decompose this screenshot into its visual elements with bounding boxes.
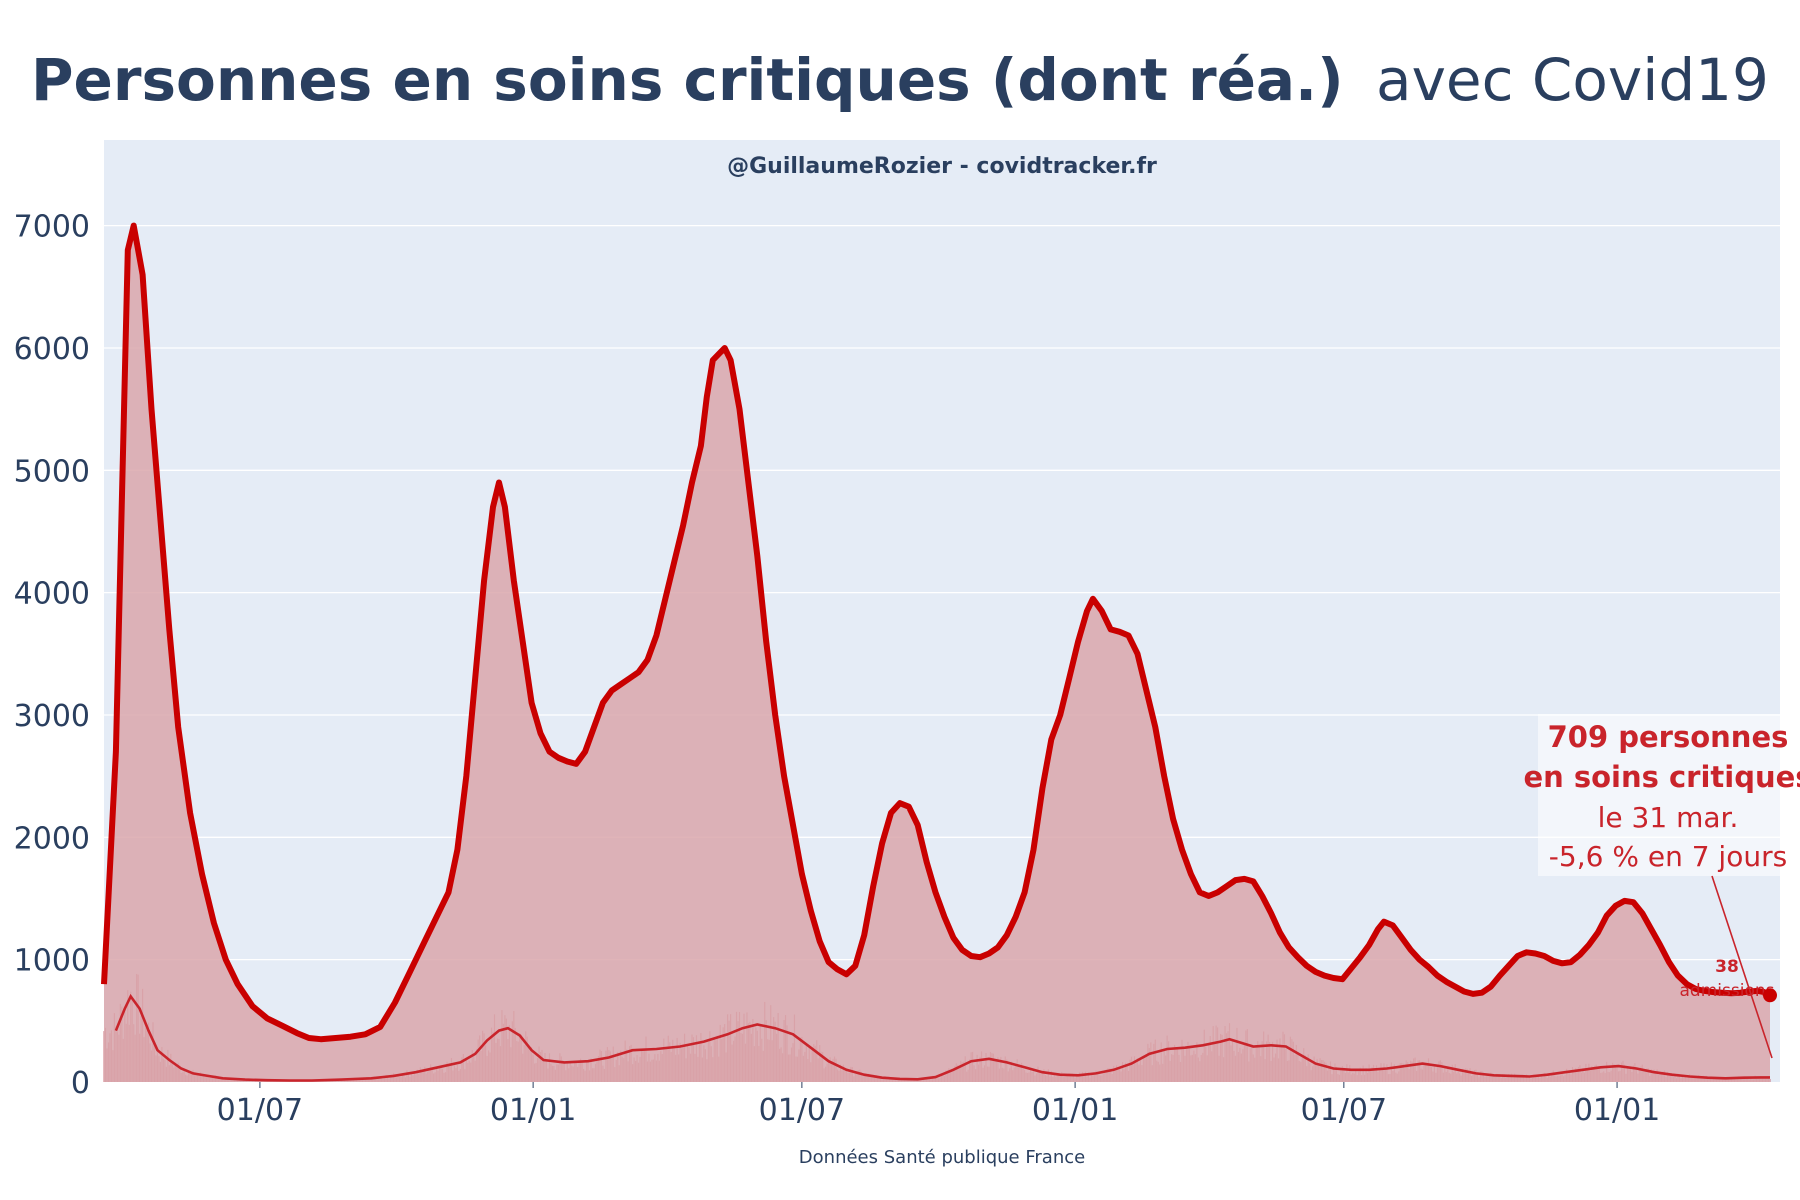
y-axis: 0 1000 2000 3000 4000 5000 6000 7000 bbox=[14, 210, 90, 1101]
lines-layer bbox=[101, 222, 1772, 1082]
x-tick-label: 01/07 bbox=[759, 1093, 845, 1128]
last-value-marker bbox=[1763, 988, 1777, 1003]
admissions-line bbox=[114, 993, 1770, 1082]
annotation-arrow bbox=[1711, 875, 1773, 1059]
critical-care-line bbox=[101, 222, 1772, 1043]
source-note: Données Santé publique France bbox=[799, 1147, 1085, 1168]
chart-title-bold: Personnes en soins critiques (dont réa.) bbox=[31, 46, 1344, 114]
y-tick-label: 7000 bbox=[14, 210, 90, 245]
annotation-change: -5,6 % en 7 jours bbox=[1549, 840, 1787, 873]
annotation-line2: en soins critiques bbox=[1523, 760, 1800, 794]
annotation-date: le 31 mar. bbox=[1598, 801, 1739, 834]
annotations: 709 personnes en soins critiques le 31 m… bbox=[1523, 714, 1800, 1059]
x-tick-label: 01/01 bbox=[1032, 1093, 1118, 1128]
x-tick-label: 01/01 bbox=[490, 1093, 576, 1128]
chart-title: Personnes en soins critiques (dont réa.)… bbox=[31, 46, 1769, 114]
y-tick-label: 2000 bbox=[14, 821, 90, 856]
area-layer bbox=[104, 225, 1770, 1083]
main-annotation-box bbox=[1538, 714, 1800, 876]
x-tick-label: 01/07 bbox=[217, 1093, 303, 1128]
y-tick-label: 5000 bbox=[14, 454, 90, 489]
y-tick-label: 3000 bbox=[14, 699, 90, 734]
y-tick-label: 4000 bbox=[14, 577, 90, 612]
y-tick-label: 1000 bbox=[14, 944, 90, 979]
critical-care-area bbox=[104, 225, 1770, 1083]
x-tick-label: 01/07 bbox=[1301, 1093, 1387, 1128]
gridlines bbox=[104, 224, 1780, 961]
chart-title-regular: avec Covid19 bbox=[1376, 46, 1769, 114]
admissions-annotation-value: 38 bbox=[1715, 957, 1739, 977]
annotation-value: 709 personnes bbox=[1548, 720, 1789, 754]
watermark: @GuillaumeRozier - covidtracker.fr bbox=[727, 154, 1157, 179]
y-tick-label: 6000 bbox=[14, 332, 90, 367]
y-tick-label: 0 bbox=[71, 1066, 90, 1101]
admissions-annotation-label: admissions bbox=[1680, 981, 1775, 1001]
x-axis: 01/07 01/01 01/07 01/01 01/07 01/01 bbox=[217, 1082, 1660, 1128]
x-tick-label: 01/01 bbox=[1574, 1093, 1660, 1128]
